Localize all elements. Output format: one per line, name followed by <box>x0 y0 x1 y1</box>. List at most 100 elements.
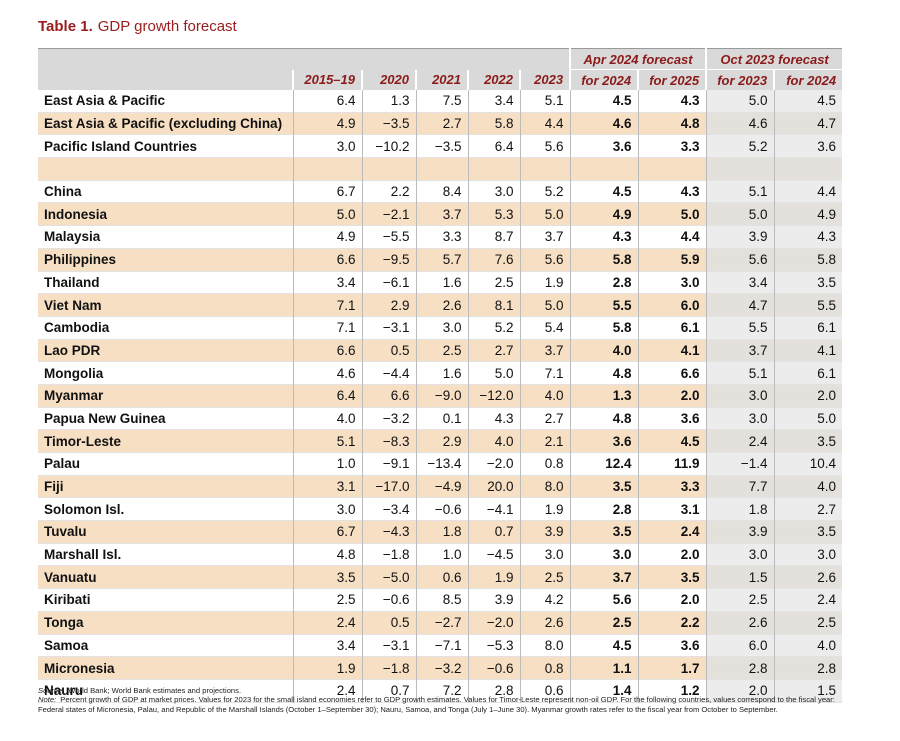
value-cell: 2.8 <box>569 271 639 294</box>
row-label: Thailand <box>44 274 100 290</box>
row-label: Malaysia <box>44 229 101 245</box>
value-cell: 3.6 <box>637 407 707 430</box>
value-cell: 2.4 <box>292 611 362 634</box>
value-cell: 4.5 <box>637 429 707 453</box>
value-cell: 2.8 <box>705 656 775 680</box>
value-cell: 2.4 <box>637 520 707 544</box>
value-cell: 4.8 <box>569 407 639 430</box>
table-row: Tuvalu 6.7 −4.3 1.8 0.7 3.9 3.5 2.4 3.9 3.5 <box>38 520 843 544</box>
value-cell: 7.5 <box>415 90 468 113</box>
value-cell: 4.5 <box>773 90 843 113</box>
group-header-row: Apr 2024 forecast Oct 2023 forecast <box>38 48 843 70</box>
value-cell: 2.4 <box>705 429 775 453</box>
value-cell: 3.1 <box>637 497 707 521</box>
value-cell: 4.6 <box>705 112 775 135</box>
value-cell: −12.0 <box>467 384 520 408</box>
value-cell: −10.2 <box>361 134 416 158</box>
value-cell: −1.8 <box>361 656 416 680</box>
value-cell: 5.1 <box>292 429 362 453</box>
header-blank <box>38 48 571 70</box>
value-cell: −3.2 <box>361 407 416 430</box>
value-cell: −3.1 <box>361 316 416 340</box>
row-label: Micronesia <box>38 656 293 680</box>
value-cell: 3.5 <box>569 520 639 544</box>
value-cell: 4.5 <box>569 634 639 657</box>
value-cell: 7.1 <box>519 361 571 385</box>
value-cell: 3.7 <box>519 339 571 362</box>
value-cell: 2.9 <box>415 429 468 453</box>
value-cell: 0.7 <box>361 679 416 703</box>
value-cell: 2.1 <box>519 429 571 453</box>
spacer-cell <box>467 157 520 181</box>
value-cell: −9.0 <box>415 384 468 408</box>
value-cell: 4.9 <box>773 202 843 226</box>
value-cell: 3.0 <box>415 316 468 340</box>
row-label: Solomon Isl. <box>44 501 125 517</box>
value-cell: 2.2 <box>361 180 416 203</box>
table-row: Marshall Isl. 4.8 −1.8 1.0 −4.5 3.0 3.0 2.0 3.0 3… <box>38 543 843 566</box>
value-cell: 4.3 <box>569 225 639 249</box>
value-cell: −2.1 <box>361 202 416 226</box>
value-cell: 2.2 <box>637 611 707 634</box>
value-cell: 4.0 <box>467 429 520 453</box>
value-cell: −0.6 <box>415 497 468 521</box>
row-label: Marshall Isl. <box>44 547 122 563</box>
row-label: Timor-Leste <box>38 429 293 453</box>
value-cell: 7.2 <box>415 679 468 703</box>
value-cell: 4.3 <box>773 225 843 249</box>
value-cell: −1.4 <box>705 452 775 476</box>
value-cell: −7.1 <box>415 634 468 657</box>
value-cell: 4.7 <box>773 112 843 135</box>
value-cell: 4.5 <box>569 180 639 203</box>
row-label: Lao PDR <box>38 339 293 362</box>
value-cell: 5.5 <box>705 316 775 340</box>
value-cell: 4.2 <box>519 588 571 612</box>
value-cell: −6.1 <box>361 271 416 294</box>
value-cell: −9.5 <box>361 248 416 271</box>
row-label: Myanmar <box>38 384 293 408</box>
value-cell: 3.5 <box>773 271 843 294</box>
value-cell: 2.6 <box>415 293 468 317</box>
value-cell: 0.8 <box>519 656 571 680</box>
row-label: Mongolia <box>44 365 104 381</box>
value-cell: −4.9 <box>415 475 468 498</box>
source-note: Source: World Bank; World Bank estimates… <box>38 686 848 695</box>
value-cell: 0.6 <box>415 565 468 589</box>
spacer-cell <box>773 157 843 181</box>
row-label: China <box>44 184 82 200</box>
value-cell: 1.6 <box>415 361 468 385</box>
value-cell: 2.4 <box>773 588 843 612</box>
value-cell: 1.7 <box>637 656 707 680</box>
value-cell: 8.0 <box>519 634 571 657</box>
column-header: 2015–19 <box>292 69 362 90</box>
table-row: Myanmar 6.4 6.6 −9.0 −12.0 4.0 1.3 2.0 3.0 2.0 <box>38 384 843 408</box>
group-header: Oct 2023 forecast <box>705 48 843 70</box>
value-cell: 3.7 <box>705 339 775 362</box>
value-cell: 5.2 <box>705 134 775 158</box>
value-cell: −4.3 <box>361 520 416 544</box>
spacer-cell <box>705 157 775 181</box>
note-label: Note: <box>38 695 57 705</box>
row-label: Nauru <box>44 683 84 699</box>
column-header: for 2025 <box>637 69 707 90</box>
value-cell: 2.5 <box>569 611 639 634</box>
value-cell: 5.0 <box>519 293 571 317</box>
value-cell: 3.5 <box>569 475 639 498</box>
value-cell: 2.5 <box>705 588 775 612</box>
table-row: Pacific Island Countries 3.0 −10.2 −3.5 6.4 5… <box>38 134 843 158</box>
value-cell: 2.8 <box>569 497 639 521</box>
value-cell: 1.1 <box>569 656 639 680</box>
value-cell: 5.2 <box>519 180 571 203</box>
value-cell: 2.8 <box>773 656 843 680</box>
row-label: Viet Nam <box>38 293 293 317</box>
value-cell: −2.0 <box>467 611 520 634</box>
value-cell: −5.5 <box>361 225 416 249</box>
value-cell: 2.5 <box>773 611 843 634</box>
value-cell: −4.1 <box>467 497 520 521</box>
row-label: East Asia & Pacific <box>44 93 166 109</box>
value-cell: 1.6 <box>415 271 468 294</box>
header-blank <box>38 69 293 90</box>
value-cell: 5.0 <box>705 202 775 226</box>
value-cell: 5.6 <box>519 134 571 158</box>
value-cell: 3.7 <box>569 565 639 589</box>
